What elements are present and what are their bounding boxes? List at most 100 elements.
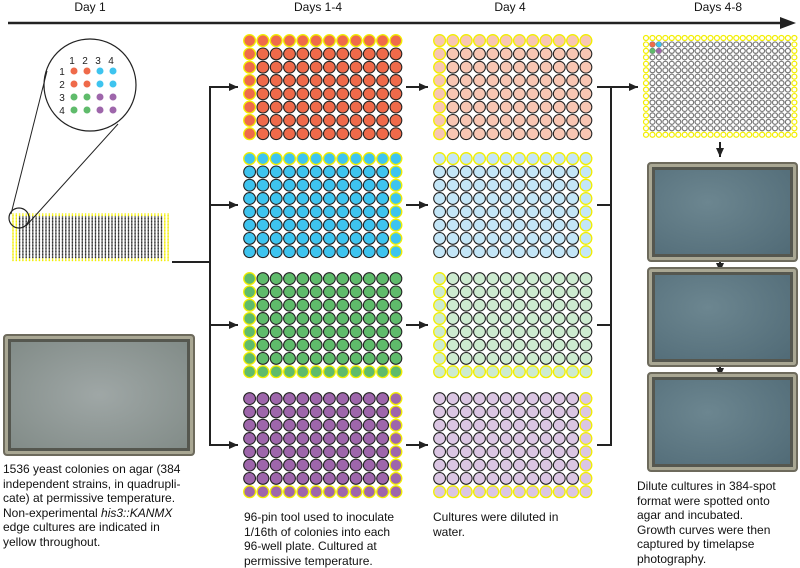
spot [694,54,701,61]
colony [35,237,37,239]
colony [84,252,87,254]
colony [121,252,123,254]
colony [98,238,100,241]
spot [720,80,727,87]
well [376,298,390,312]
well [539,165,553,179]
well [389,312,403,325]
colony [68,244,70,247]
colony [81,217,84,220]
colony [32,255,34,257]
well [459,231,473,245]
spot [726,131,733,138]
colony [48,258,51,260]
zoom-line [10,70,48,215]
colony [32,253,34,256]
spot [778,60,785,67]
well [446,74,460,87]
spot [694,86,701,93]
well [433,113,447,127]
colony [107,258,110,260]
well [296,392,310,406]
colony [94,216,97,218]
colony [157,255,159,257]
colony [121,228,123,230]
colony [48,237,51,239]
colony [114,237,117,239]
caption-line: captured by timelapse [637,537,755,551]
colony [38,235,41,238]
colony [28,249,31,251]
well [486,218,500,232]
colony [144,232,146,235]
well [269,351,283,365]
caption-line: Cultures were diluted in [433,510,559,524]
colony [167,250,169,253]
colony [41,232,44,235]
well [283,285,296,299]
colony [65,216,67,218]
colony [147,235,150,238]
colony [71,225,74,227]
well [243,418,257,432]
well [566,60,580,74]
well [526,458,540,472]
spot [778,54,785,61]
colony [88,229,90,232]
spot [675,118,682,125]
colony [41,253,44,256]
colony [111,238,113,241]
colony [104,231,107,233]
well [322,365,336,379]
spot [681,125,688,132]
well [566,127,580,141]
well [526,325,540,339]
colony [32,247,34,250]
well [539,338,553,352]
caption-line: agar and incubated. [637,508,744,522]
spot [739,73,746,80]
well [566,113,580,127]
colony [74,241,77,244]
colony [157,228,159,230]
well [579,445,593,459]
colony [84,213,87,215]
colony [147,217,150,220]
colony [84,237,87,239]
colony [48,246,51,248]
spot [649,86,656,93]
well [473,178,486,192]
colony [45,234,47,236]
well [579,418,593,432]
colony [154,222,156,224]
colony [157,243,159,245]
inset-colony [96,67,104,75]
well [526,100,540,114]
colony [160,231,163,233]
spot [739,54,746,61]
colony [117,223,120,226]
well [472,485,487,499]
colony [58,229,60,232]
well [256,338,270,352]
well [552,338,566,352]
colony [22,249,24,251]
well [362,351,376,365]
colony [94,241,97,244]
colony [25,219,28,221]
colony [38,246,41,248]
colony [58,216,60,218]
colony [65,250,67,253]
well [446,458,460,472]
colony [15,259,18,262]
well [269,231,283,245]
spot [726,112,733,119]
well [296,365,310,379]
colony [78,255,80,257]
colony [157,219,159,221]
colony [68,220,70,223]
colony [154,234,156,236]
colony [111,256,113,259]
colony [91,217,93,220]
spot [649,60,656,67]
